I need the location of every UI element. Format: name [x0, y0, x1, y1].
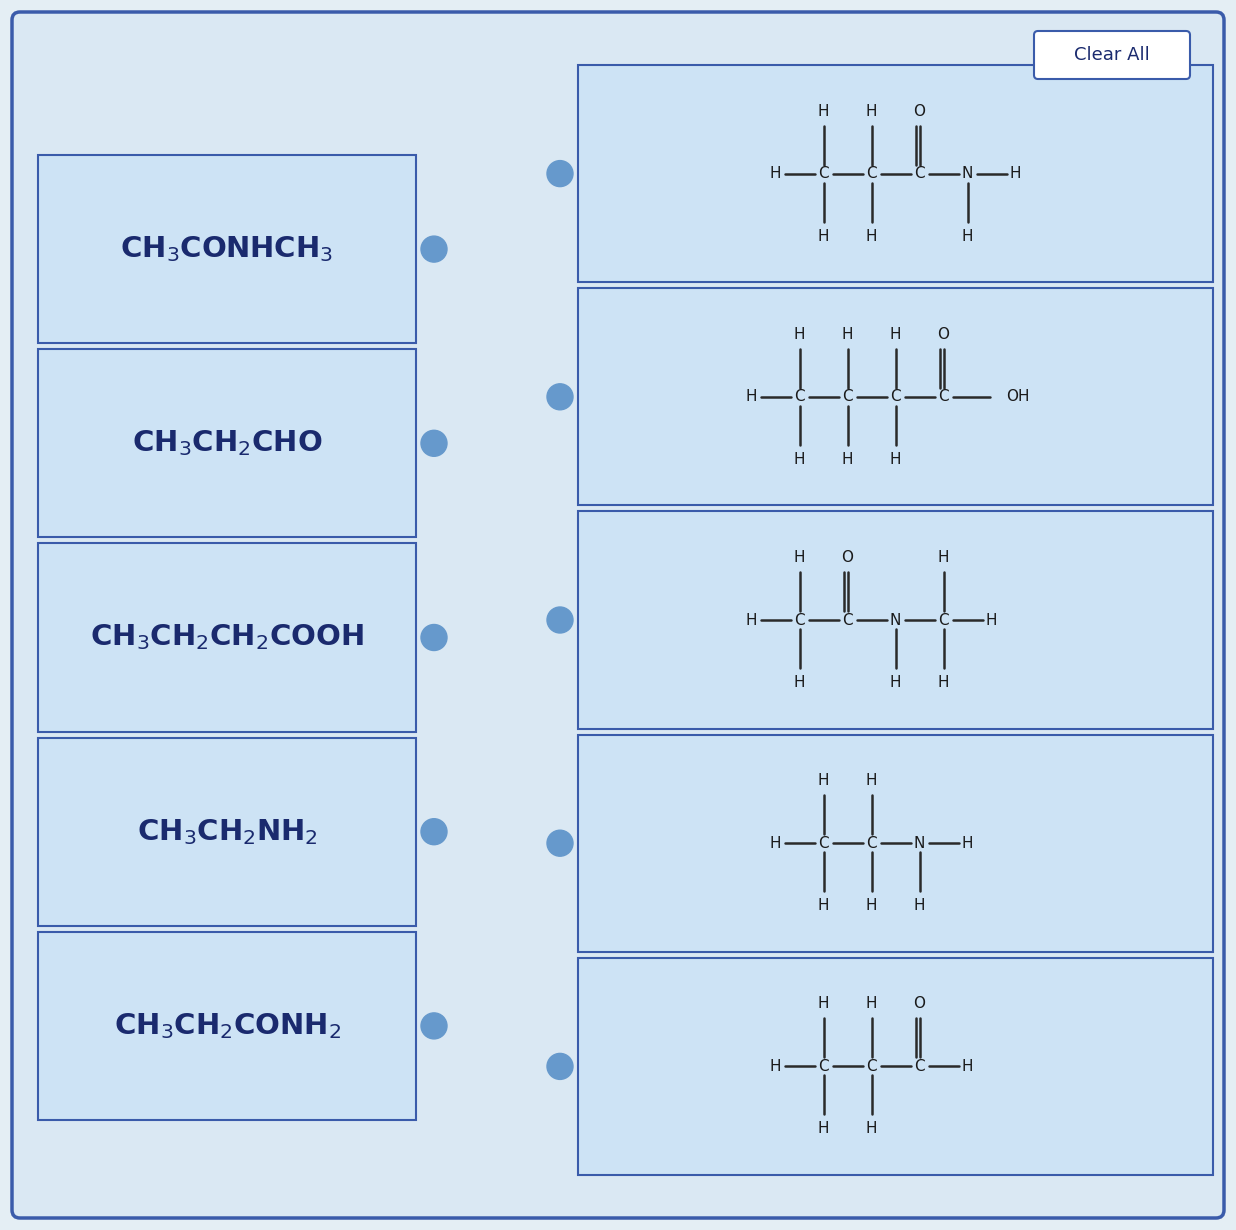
- Text: CH$_3$CH$_2$NH$_2$: CH$_3$CH$_2$NH$_2$: [137, 817, 318, 846]
- Text: H: H: [890, 327, 901, 342]
- Text: H: H: [962, 835, 973, 851]
- Text: H: H: [794, 550, 805, 565]
- Text: H: H: [770, 1059, 781, 1074]
- Text: CH$_3$CH$_2$CHO: CH$_3$CH$_2$CHO: [132, 428, 323, 459]
- Text: H: H: [913, 898, 926, 913]
- Text: H: H: [890, 675, 901, 690]
- Text: H: H: [938, 550, 949, 565]
- Text: C: C: [795, 390, 805, 405]
- Text: C: C: [818, 1059, 829, 1074]
- Circle shape: [548, 384, 574, 410]
- Text: O: O: [842, 550, 854, 565]
- Bar: [38, 155, 417, 343]
- Text: N: N: [890, 613, 901, 627]
- Bar: [38, 544, 417, 732]
- Circle shape: [548, 606, 574, 633]
- Text: H: H: [865, 1122, 878, 1137]
- Text: C: C: [938, 390, 949, 405]
- Text: H: H: [794, 675, 805, 690]
- Text: CH$_3$CH$_2$CONH$_2$: CH$_3$CH$_2$CONH$_2$: [114, 1011, 340, 1041]
- Text: O: O: [913, 996, 926, 1011]
- Text: CH$_3$CH$_2$CH$_2$COOH: CH$_3$CH$_2$CH$_2$COOH: [90, 622, 363, 652]
- Text: H: H: [794, 451, 805, 467]
- Circle shape: [548, 830, 574, 856]
- Text: H: H: [986, 613, 997, 627]
- Text: H: H: [818, 1122, 829, 1137]
- Circle shape: [548, 161, 574, 187]
- Text: H: H: [770, 166, 781, 181]
- Text: C: C: [915, 1059, 925, 1074]
- Text: C: C: [866, 1059, 876, 1074]
- Text: C: C: [795, 613, 805, 627]
- Bar: [578, 65, 1213, 282]
- Text: H: H: [865, 898, 878, 913]
- Text: O: O: [937, 327, 949, 342]
- Text: H: H: [745, 390, 758, 405]
- Text: N: N: [962, 166, 973, 181]
- Text: H: H: [818, 996, 829, 1011]
- Bar: [38, 738, 417, 926]
- Bar: [578, 734, 1213, 952]
- Text: H: H: [818, 774, 829, 788]
- Text: H: H: [865, 103, 878, 118]
- Circle shape: [421, 819, 447, 845]
- Text: H: H: [745, 613, 758, 627]
- Text: H: H: [962, 229, 973, 244]
- Circle shape: [421, 625, 447, 651]
- Text: H: H: [770, 835, 781, 851]
- Circle shape: [421, 236, 447, 262]
- Text: H: H: [938, 675, 949, 690]
- Text: C: C: [842, 390, 853, 405]
- Circle shape: [548, 1053, 574, 1080]
- Bar: [38, 932, 417, 1121]
- Text: H: H: [865, 229, 878, 244]
- Bar: [578, 512, 1213, 728]
- Bar: [578, 288, 1213, 506]
- Text: H: H: [962, 1059, 973, 1074]
- Text: C: C: [842, 613, 853, 627]
- Text: C: C: [890, 390, 901, 405]
- Text: C: C: [938, 613, 949, 627]
- Text: H: H: [865, 996, 878, 1011]
- FancyBboxPatch shape: [1035, 31, 1190, 79]
- Bar: [38, 349, 417, 538]
- FancyBboxPatch shape: [12, 12, 1224, 1218]
- Text: H: H: [842, 451, 853, 467]
- Text: H: H: [794, 327, 805, 342]
- Text: Clear All: Clear All: [1074, 46, 1149, 64]
- Text: H: H: [890, 451, 901, 467]
- Bar: [578, 958, 1213, 1175]
- Text: H: H: [818, 103, 829, 118]
- Text: C: C: [818, 166, 829, 181]
- Text: H: H: [1010, 166, 1021, 181]
- Text: C: C: [866, 835, 876, 851]
- Text: CH$_3$CONHCH$_3$: CH$_3$CONHCH$_3$: [120, 234, 334, 264]
- Text: C: C: [818, 835, 829, 851]
- Text: H: H: [865, 774, 878, 788]
- Text: H: H: [842, 327, 853, 342]
- Circle shape: [421, 430, 447, 456]
- Text: C: C: [866, 166, 876, 181]
- Text: C: C: [915, 166, 925, 181]
- Text: N: N: [913, 835, 926, 851]
- Text: OH: OH: [1006, 390, 1030, 405]
- Text: H: H: [818, 229, 829, 244]
- Circle shape: [421, 1012, 447, 1039]
- Text: H: H: [818, 898, 829, 913]
- Text: O: O: [913, 103, 926, 118]
